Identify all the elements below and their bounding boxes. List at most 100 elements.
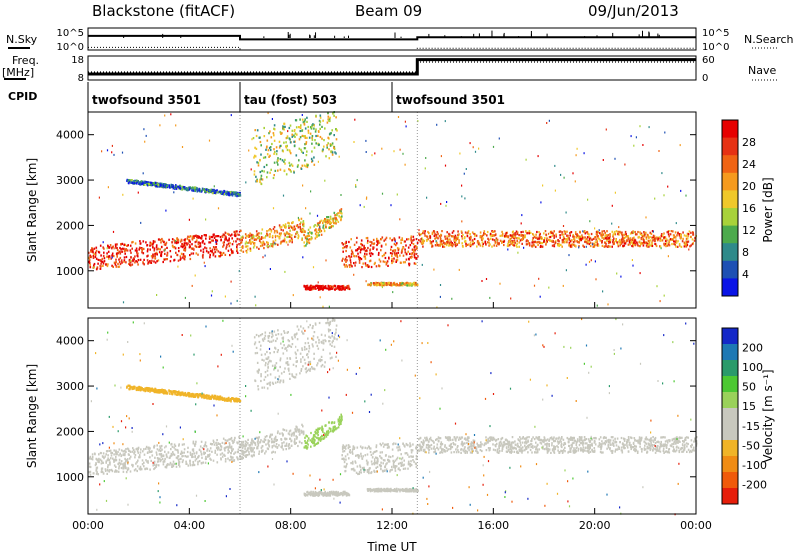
heatmap-cell <box>621 241 624 244</box>
heatmap-noise <box>143 128 145 131</box>
heatmap-cell <box>314 139 316 142</box>
heatmap-cell <box>149 181 151 184</box>
heatmap-cell <box>282 150 284 153</box>
heatmap-cell <box>384 238 387 241</box>
heatmap-cell <box>135 260 137 263</box>
heatmap-cell <box>307 286 309 289</box>
heatmap-cell <box>172 453 175 456</box>
heatmap-cell <box>558 240 560 243</box>
heatmap-cell <box>297 226 300 229</box>
heatmap-cell <box>191 247 193 250</box>
heatmap-cell <box>226 243 228 246</box>
heatmap-cell <box>432 240 434 243</box>
heatmap-cell <box>232 448 234 451</box>
heatmap-cell <box>564 238 567 241</box>
heatmap-cell <box>211 248 214 251</box>
heatmap-cell <box>337 286 339 289</box>
heatmap-cell <box>274 435 277 438</box>
heatmap-cell <box>227 446 230 449</box>
heatmap-cell <box>269 148 272 152</box>
heatmap-cell <box>402 442 404 445</box>
heatmap-cell <box>246 245 249 248</box>
heatmap-cell <box>100 265 102 268</box>
heatmap-cell <box>118 260 121 264</box>
heatmap-cell <box>171 465 174 468</box>
heatmap-cell <box>104 469 107 472</box>
heatmap-cell <box>155 451 158 454</box>
heatmap-cell <box>208 454 210 458</box>
heatmap-cell <box>425 444 428 447</box>
heatmap-cell <box>643 231 645 234</box>
heatmap-cell <box>577 234 579 238</box>
heatmap-cell <box>115 252 118 255</box>
heatmap-cell <box>476 240 479 243</box>
heatmap-cell <box>307 287 309 291</box>
heatmap-cell <box>273 226 276 229</box>
heatmap-cell <box>310 127 313 130</box>
heatmap-noise <box>611 204 613 207</box>
heatmap-cell <box>534 451 536 454</box>
heatmap-cell <box>503 243 505 247</box>
heatmap-noise <box>632 231 635 234</box>
heatmap-cell <box>238 230 241 233</box>
heatmap-cell <box>535 241 538 244</box>
heatmap-noise <box>540 201 542 204</box>
heatmap-cell <box>663 244 666 247</box>
heatmap-cell <box>241 245 244 248</box>
heatmap-noise <box>663 194 665 197</box>
heatmap-cell <box>146 259 149 262</box>
heatmap-cell <box>317 438 320 441</box>
heatmap-cell <box>313 146 316 149</box>
heatmap-cell <box>221 441 224 444</box>
heatmap-noise <box>421 263 423 266</box>
heatmap-cell <box>334 217 337 220</box>
heatmap-cell <box>693 239 696 242</box>
heatmap-cell <box>244 236 247 239</box>
heatmap-cell <box>370 471 373 474</box>
heatmap-cell <box>90 250 92 253</box>
heatmap-cell <box>401 284 404 287</box>
heatmap-cell <box>262 440 264 443</box>
heatmap-cell <box>381 236 384 239</box>
heatmap-cell <box>142 247 145 250</box>
heatmap-cell <box>572 240 575 244</box>
heatmap-cell <box>612 235 614 238</box>
heatmap-cell <box>315 142 317 145</box>
heatmap-cell <box>397 251 400 254</box>
heatmap-cell <box>601 244 604 247</box>
heatmap-cell <box>213 188 215 191</box>
heatmap-cell <box>319 127 321 130</box>
heatmap-cell <box>95 246 98 249</box>
heatmap-cell <box>402 464 405 467</box>
heatmap-cell <box>360 468 362 471</box>
heatmap-cell <box>103 457 105 460</box>
heatmap-cell <box>309 231 311 234</box>
heatmap-noise <box>433 268 435 271</box>
heatmap-cell <box>600 233 602 236</box>
heatmap-cell <box>287 432 290 435</box>
heatmap-cell <box>554 241 556 244</box>
heatmap-cell <box>531 239 534 242</box>
heatmap-cell <box>98 457 100 460</box>
heatmap-cell <box>150 459 152 462</box>
heatmap-cell <box>631 241 634 245</box>
heatmap-cell <box>366 264 369 267</box>
heatmap-noise <box>639 125 641 128</box>
heatmap-noise <box>461 184 463 187</box>
heatmap-cell <box>276 161 278 164</box>
heatmap-cell <box>652 439 654 442</box>
nave-label: Nave <box>748 64 777 77</box>
heatmap-cell <box>230 252 233 255</box>
heatmap-cell <box>584 449 586 452</box>
heatmap-cell <box>633 240 635 243</box>
heatmap-cell <box>232 459 234 462</box>
heatmap-cell <box>424 230 426 233</box>
heatmap-cell <box>299 230 302 233</box>
heatmap-cell <box>367 246 369 250</box>
heatmap-cell <box>304 143 306 146</box>
heatmap-cell <box>139 181 142 184</box>
heatmap-cell <box>159 446 162 450</box>
heatmap-cell <box>269 154 271 157</box>
heatmap-cell <box>211 236 214 239</box>
heatmap-noise <box>675 222 677 225</box>
